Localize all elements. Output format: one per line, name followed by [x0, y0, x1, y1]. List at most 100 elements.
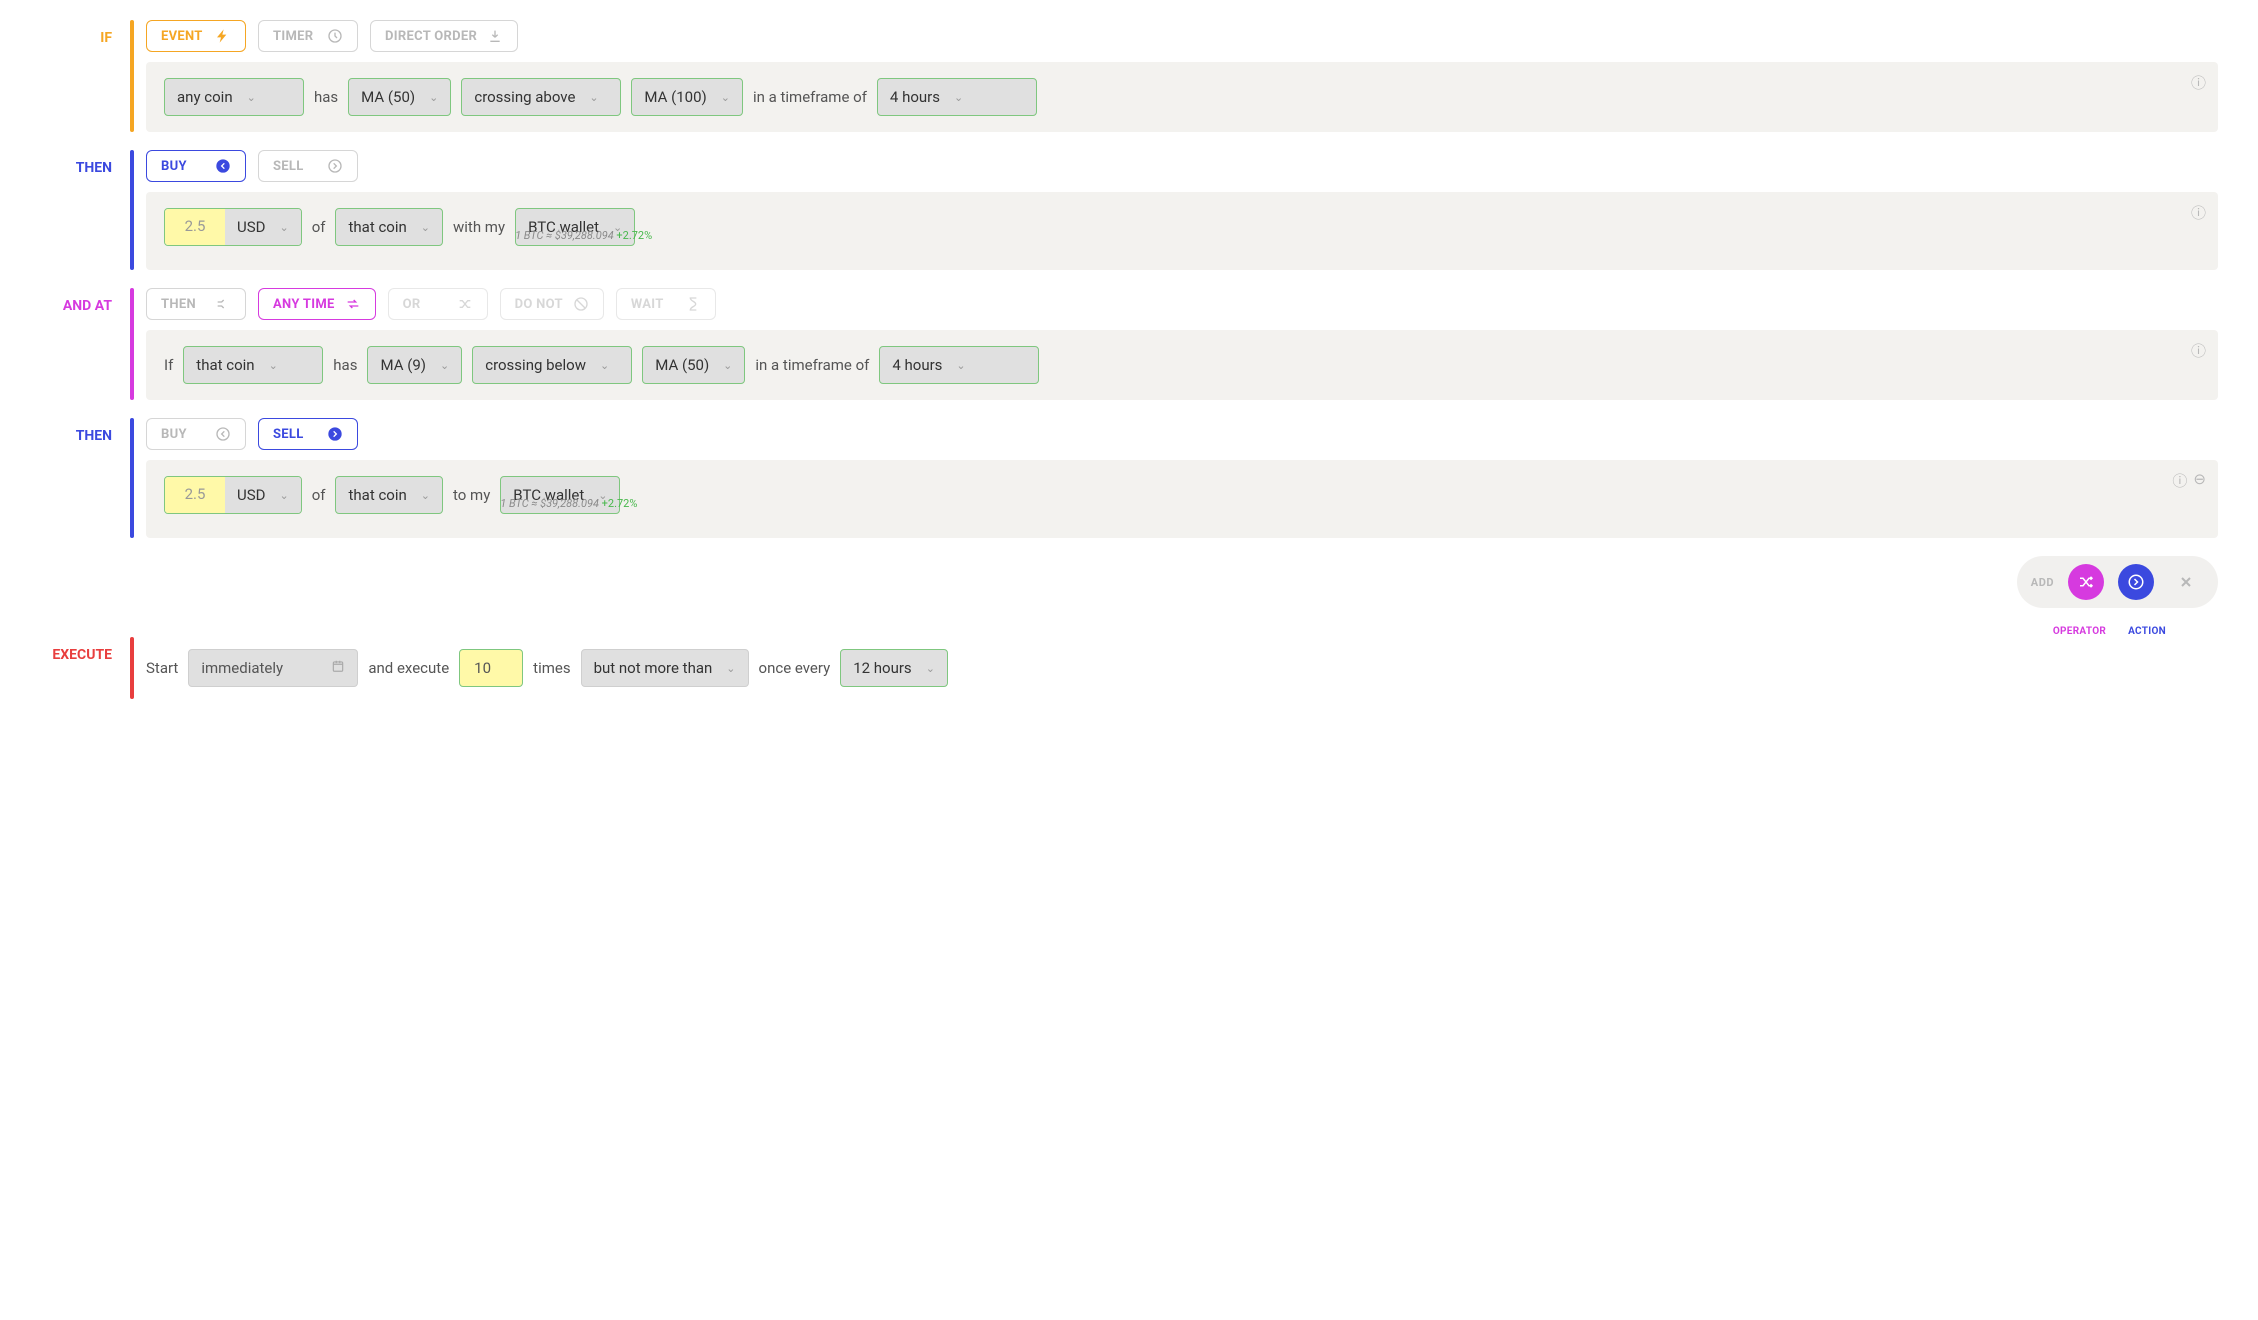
section-then-2: THEN BUY SELL ⓘ ⊖ 2.5 [40, 418, 2218, 538]
pill-anytime[interactable]: ANY TIME [258, 288, 376, 320]
border-bar-then2 [130, 418, 134, 538]
arrow-right-circle-icon [2127, 573, 2145, 591]
calendar-icon [331, 659, 345, 677]
section-label-andat: AND AT [40, 288, 130, 400]
border-bar-then [130, 150, 134, 270]
then1-action-box: ⓘ 2.5 USD⌄ of that coin⌄ with my BTC wal… [146, 192, 2218, 270]
pill-direct-order[interactable]: DIRECT ORDER [370, 20, 518, 52]
start-select[interactable]: immediately [188, 649, 358, 687]
txt-onceevery: once every [759, 659, 831, 677]
pill-then-op[interactable]: THEN [146, 288, 246, 320]
select-timeframe-andat[interactable]: 4 hours⌄ [879, 346, 1039, 384]
pill-buy2[interactable]: BUY [146, 418, 246, 450]
txt-of2: of [312, 486, 326, 504]
add-pill: ADD [2017, 556, 2218, 608]
pill-event[interactable]: EVENT [146, 20, 246, 52]
select-coin-then1[interactable]: that coin⌄ [335, 208, 443, 246]
section-label-then: THEN [40, 150, 130, 270]
section-execute: EXECUTE Start immediately and execute 10… [40, 637, 2218, 699]
txt-tomy: to my [453, 486, 490, 504]
chevron-down-icon: ⌄ [926, 662, 935, 675]
pill-anytime-label: ANY TIME [273, 297, 335, 312]
pill-sell2[interactable]: SELL [258, 418, 358, 450]
pill-buy[interactable]: BUY [146, 150, 246, 182]
rate-subtext: 1 BTC ≈ $39,288.094 +2.72% [515, 229, 652, 242]
info-icon[interactable]: ⓘ [2191, 72, 2206, 93]
chevron-down-icon: ⌄ [726, 662, 735, 675]
select-indicator1-andat[interactable]: MA (9)⌄ [367, 346, 462, 384]
txt-times: times [533, 659, 570, 677]
swap-icon [345, 296, 361, 312]
hourglass-icon [685, 296, 701, 312]
clock-icon [327, 28, 343, 44]
chevron-down-icon: ⌄ [421, 489, 430, 502]
select-coin-andat[interactable]: that coin⌄ [183, 346, 323, 384]
chevron-down-icon: ⌄ [440, 359, 449, 372]
select-coin[interactable]: any coin⌄ [164, 78, 304, 116]
execute-box: Start immediately and execute 10 times b… [146, 637, 2218, 699]
amount-value: 2.5 [165, 209, 225, 245]
amount-input-2[interactable]: 2.5 USD⌄ [164, 476, 302, 514]
pill-timer[interactable]: TIMER [258, 20, 358, 52]
limit-select[interactable]: but not more than⌄ [581, 649, 749, 687]
section-then-1: THEN BUY SELL ⓘ 2.5 USD⌄ of [40, 150, 2218, 270]
amount-value-2: 2.5 [165, 477, 225, 513]
txt-has: has [314, 88, 338, 106]
txt-timeframe2: in a timeframe of [755, 356, 869, 374]
close-button[interactable] [2168, 564, 2204, 600]
pill-sell[interactable]: SELL [258, 150, 358, 182]
interval-select[interactable]: 12 hours⌄ [840, 649, 948, 687]
pill-donot[interactable]: DO NOT [500, 288, 604, 320]
andat-condition-box: ⓘ If that coin⌄ has MA (9)⌄ crossing bel… [146, 330, 2218, 400]
select-indicator1[interactable]: MA (50)⌄ [348, 78, 451, 116]
pill-wait[interactable]: WAIT [616, 288, 716, 320]
if-condition-box: ⓘ any coin⌄ has MA (50)⌄ crossing above⌄… [146, 62, 2218, 132]
info-icon[interactable]: ⓘ [2191, 202, 2206, 223]
chevron-down-icon: ⌄ [279, 489, 288, 502]
add-label: ADD [2031, 576, 2054, 589]
section-if: IF EVENT TIMER DIRECT ORDER ⓘ any [40, 20, 2218, 132]
add-action-button[interactable] [2118, 564, 2154, 600]
shuffle-icon [457, 296, 473, 312]
select-comparator-andat[interactable]: crossing below⌄ [472, 346, 632, 384]
amount-input[interactable]: 2.5 USD⌄ [164, 208, 302, 246]
select-indicator2[interactable]: MA (100)⌄ [631, 78, 743, 116]
add-action-label: ACTION [2128, 626, 2166, 637]
border-bar-execute [130, 637, 134, 699]
add-operator-label: OPERATOR [2053, 626, 2106, 637]
currency-select-2[interactable]: USD⌄ [225, 477, 301, 513]
txt-andexecute: and execute [368, 659, 449, 677]
pill-event-label: EVENT [161, 29, 203, 44]
remove-icon[interactable]: ⊖ [2193, 470, 2206, 491]
arrow-right-circle-icon [327, 158, 343, 174]
execute-count-input[interactable]: 10 [459, 649, 523, 687]
select-timeframe[interactable]: 4 hours⌄ [877, 78, 1037, 116]
add-operator-button[interactable] [2068, 564, 2104, 600]
info-icon[interactable]: ⓘ [2172, 470, 2187, 491]
then2-action-box: ⓘ ⊖ 2.5 USD⌄ of that coin⌄ to my BTC wal… [146, 460, 2218, 538]
select-comparator[interactable]: crossing above⌄ [461, 78, 621, 116]
txt-has2: has [333, 356, 357, 374]
section-label-execute: EXECUTE [40, 637, 130, 699]
pill-donot-label: DO NOT [515, 297, 563, 312]
arrow-left-circle-icon [215, 158, 231, 174]
bolt-icon [215, 28, 231, 44]
pill-direct-label: DIRECT ORDER [385, 29, 477, 44]
select-indicator2-andat[interactable]: MA (50)⌄ [642, 346, 745, 384]
chevron-down-icon: ⌄ [589, 91, 598, 104]
chevron-down-icon: ⌄ [421, 221, 430, 234]
chevron-down-icon: ⌄ [956, 359, 965, 372]
info-icon[interactable]: ⓘ [2191, 340, 2206, 361]
pill-wait-label: WAIT [631, 297, 664, 312]
pill-buy2-label: BUY [161, 427, 187, 442]
select-coin-then2[interactable]: that coin⌄ [335, 476, 443, 514]
pill-sell2-label: SELL [273, 427, 304, 442]
section-label-if: IF [40, 20, 130, 132]
pill-then-op-label: THEN [161, 297, 196, 312]
currency-select[interactable]: USD⌄ [225, 209, 301, 245]
border-bar-if [130, 20, 134, 132]
arrow-right-circle-icon [327, 426, 343, 442]
txt-if: If [164, 356, 173, 374]
pill-or[interactable]: OR [388, 288, 488, 320]
txt-start: Start [146, 659, 178, 677]
